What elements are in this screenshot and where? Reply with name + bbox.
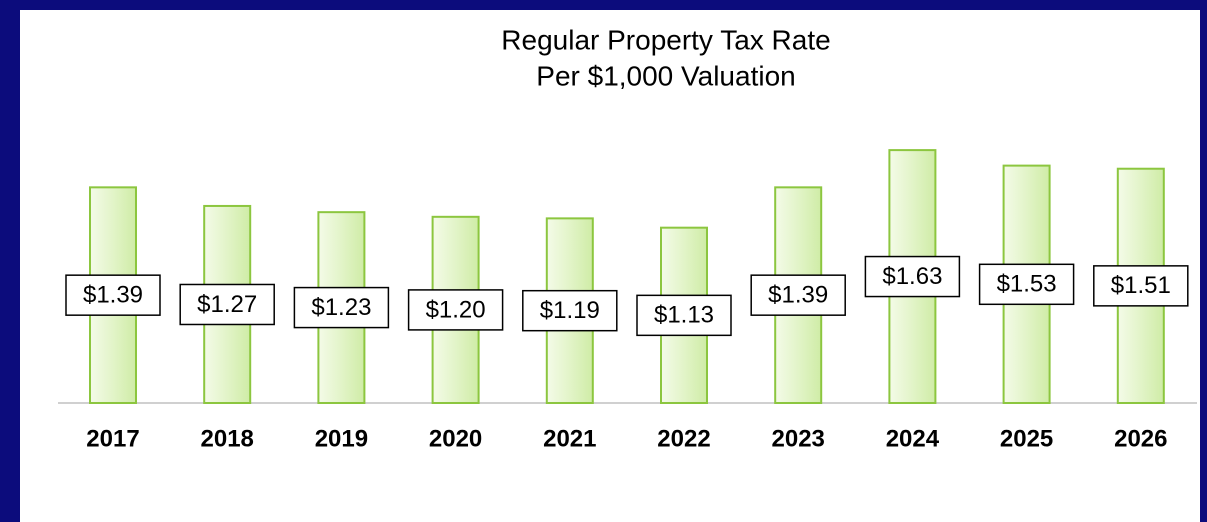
x-tick-label: 2018 xyxy=(201,425,254,452)
value-label-box xyxy=(293,286,390,329)
value-label: $1.51 xyxy=(1111,272,1171,299)
value-label: $1.20 xyxy=(426,296,486,323)
value-label-box xyxy=(179,283,275,326)
value-label: $1.27 xyxy=(197,291,257,318)
value-label-box xyxy=(1093,265,1189,307)
value-label: $1.53 xyxy=(997,271,1057,298)
value-label: $1.13 xyxy=(654,302,714,329)
x-tick-label: 2025 xyxy=(1000,425,1053,452)
x-tick-label: 2022 xyxy=(657,425,710,452)
chart-title: Regular Property Tax Rate xyxy=(501,24,830,55)
x-tick-label: 2020 xyxy=(429,425,482,452)
value-label-box xyxy=(407,289,504,331)
value-label-box xyxy=(750,274,846,316)
x-tick-label: 2019 xyxy=(315,425,368,452)
value-label: $1.23 xyxy=(311,294,371,321)
value-label-box xyxy=(636,294,732,337)
value-label: $1.63 xyxy=(882,263,942,290)
value-label-box xyxy=(65,274,161,316)
x-tick-label: 2021 xyxy=(543,425,596,452)
x-tick-label: 2024 xyxy=(886,425,940,452)
value-label-box xyxy=(864,255,961,298)
x-tick-label: 2026 xyxy=(1114,425,1167,452)
x-tick-label: 2023 xyxy=(772,425,825,452)
x-tick-label: 2017 xyxy=(86,425,139,452)
value-label: $1.39 xyxy=(768,282,828,309)
value-label: $1.39 xyxy=(83,282,143,309)
value-label-box xyxy=(522,289,618,332)
value-label: $1.19 xyxy=(540,297,600,324)
chart-subtitle: Per $1,000 Valuation xyxy=(536,60,795,91)
value-label-box xyxy=(978,263,1075,306)
